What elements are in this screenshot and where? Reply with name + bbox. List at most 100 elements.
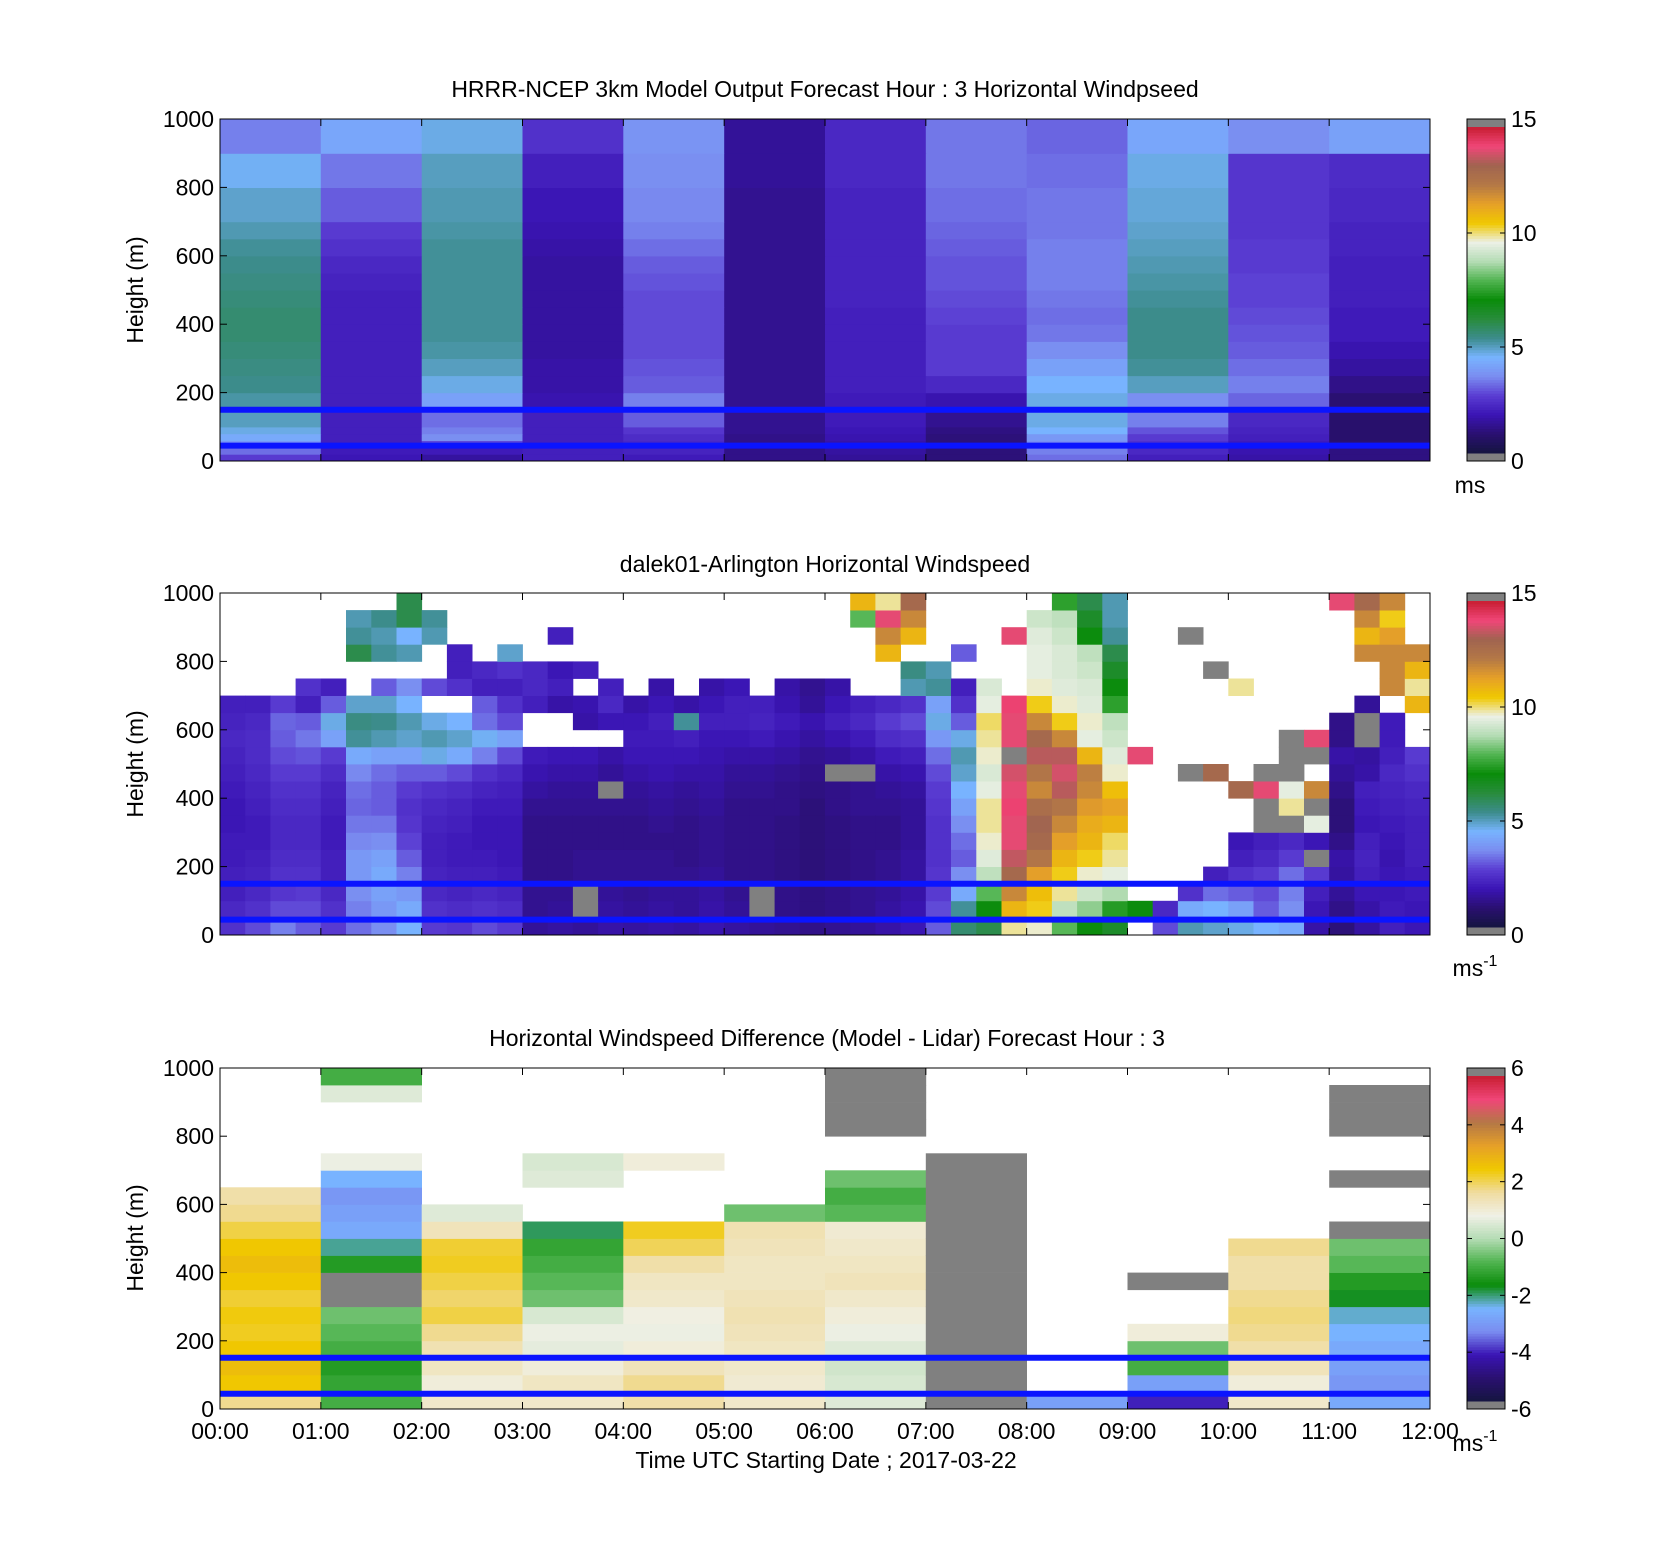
lidar-cell <box>1051 678 1078 696</box>
model-cell <box>724 238 826 257</box>
lidar-cell <box>1278 798 1305 816</box>
lidar-cell <box>522 661 549 679</box>
lidar-cell <box>1127 746 1154 765</box>
difference-cell <box>724 1289 826 1308</box>
lidar-cell <box>1127 900 1154 919</box>
lidar-cell <box>875 883 901 902</box>
lidar-cell <box>850 798 876 816</box>
lidar-cell <box>572 695 599 714</box>
lidar-cell <box>673 764 700 782</box>
colorbar-segment <box>1467 1208 1505 1212</box>
panel-model-ylabel: Height (m) <box>122 236 148 343</box>
lidar-cell <box>850 866 876 885</box>
lidar-cell <box>1026 849 1053 867</box>
lidar-cell <box>572 764 599 782</box>
lidar-cell <box>900 798 927 816</box>
colorbar-segment <box>1467 1249 1505 1253</box>
model-cell <box>1228 119 1330 154</box>
difference-cell <box>724 1255 826 1273</box>
colorbar-segment <box>1467 355 1505 359</box>
lidar-cell <box>951 644 977 662</box>
lidar-cell <box>1329 746 1355 765</box>
colorbar-segment <box>1467 1384 1505 1388</box>
difference-cell <box>724 1306 826 1325</box>
lidar-cell <box>900 781 927 799</box>
colorbar-segment <box>1467 712 1505 716</box>
colorbar-segment <box>1467 352 1505 356</box>
lidar-cell <box>371 798 397 816</box>
lidar-cell <box>799 883 826 902</box>
panel-difference-title: Horizontal Windspeed Difference (Model -… <box>489 1025 1165 1051</box>
colorbar-segment <box>1467 401 1505 405</box>
lidar-cell <box>673 781 700 799</box>
difference-cell <box>1329 1119 1430 1137</box>
lidar-cell <box>371 781 397 799</box>
lidar-cell <box>446 883 473 902</box>
colorbar-segment <box>1467 1252 1505 1256</box>
colorbar-segment <box>1467 311 1505 315</box>
colorbar-segment <box>1467 799 1505 803</box>
lidar-cell <box>1228 866 1254 885</box>
lidar-cell <box>1001 866 1028 885</box>
colorbar-segment <box>1467 1281 1505 1286</box>
colorbar-segment <box>1467 685 1505 689</box>
colorbar-segment <box>1467 785 1505 789</box>
lidar-cell <box>951 678 977 696</box>
lidar-cell <box>572 900 599 919</box>
colorbar-segment <box>1467 709 1505 713</box>
colorbar-tick-label: 5 <box>1511 334 1524 360</box>
model-cell <box>724 187 826 223</box>
lidar-cell <box>1102 593 1128 611</box>
colorbar-segment <box>1467 701 1505 705</box>
colorbar-segment <box>1467 1219 1505 1223</box>
lidar-cell <box>371 678 397 696</box>
lidar-cell <box>1102 661 1128 679</box>
lidar-cell <box>1253 815 1280 833</box>
colorbar-segment <box>1467 891 1505 895</box>
lidar-cell <box>472 900 498 919</box>
lidar-cell <box>925 712 952 731</box>
lidar-cell <box>900 610 927 628</box>
lidar-cell <box>598 900 624 919</box>
model-cell <box>1026 187 1129 223</box>
model-cell <box>825 187 927 223</box>
model-cell <box>320 433 423 441</box>
colorbar-segment <box>1467 913 1505 917</box>
lidar-cell <box>724 866 750 885</box>
lidar-cell <box>774 883 801 902</box>
lidar-cell <box>699 832 725 850</box>
colorbar-segment <box>1467 338 1505 343</box>
lidar-cell <box>925 900 952 919</box>
colorbar-segment <box>1467 290 1505 294</box>
lidar-cell <box>472 849 498 867</box>
y-tick-label: 400 <box>176 785 214 811</box>
lidar-cell <box>295 832 322 850</box>
model-cell <box>925 238 1028 257</box>
lidar-cell <box>623 815 649 833</box>
lidar-cell <box>1102 729 1128 748</box>
lidar-cell <box>623 764 649 782</box>
lidar-cell <box>774 678 801 696</box>
model-cell <box>1026 409 1129 428</box>
model-cell <box>623 392 725 411</box>
lidar-cell <box>825 729 851 748</box>
colorbar-segment <box>1467 1135 1505 1139</box>
colorbar-segment <box>1467 127 1505 131</box>
lidar-cell <box>320 849 347 867</box>
lidar-cell <box>572 781 599 799</box>
lidar-cell <box>472 781 498 799</box>
colorbar-segment <box>1467 347 1505 351</box>
difference-cell <box>1329 1340 1430 1359</box>
lidar-cell <box>396 815 423 833</box>
panel-difference-colorbar: -6 -4 -2 0 2 4 6 <box>1466 1055 1532 1422</box>
model-cell <box>623 119 725 154</box>
model-cell <box>1127 392 1229 411</box>
lidar-cell <box>749 781 775 799</box>
difference-cell <box>220 1306 322 1325</box>
lidar-cell <box>1404 661 1430 679</box>
lidar-cell <box>850 712 876 731</box>
colorbar-segment <box>1467 1184 1505 1188</box>
panel-model-boundary-lines <box>220 406 1430 449</box>
model-cell <box>220 290 322 308</box>
lidar-cell <box>1329 781 1355 799</box>
